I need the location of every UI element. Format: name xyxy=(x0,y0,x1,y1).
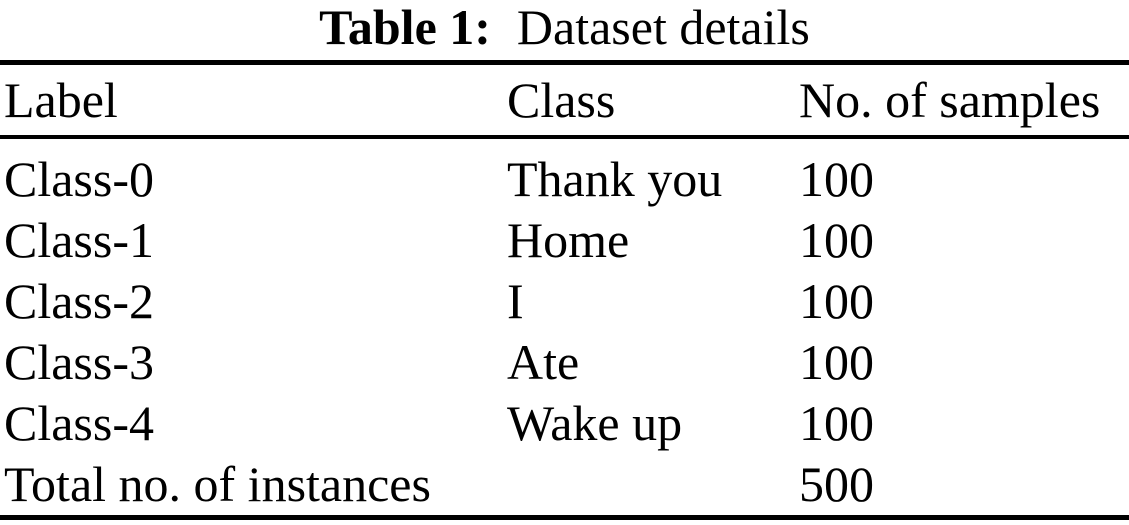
cell-samples: 100 xyxy=(799,273,874,329)
cell-class: Wake up xyxy=(507,395,683,451)
cell-class: Thank you xyxy=(507,151,723,207)
cell-label: Class-4 xyxy=(4,395,154,451)
table-row: Class-3 Ate 100 xyxy=(0,332,1129,393)
column-header-samples: No. of samples xyxy=(795,62,1129,139)
table-row: Class-1 Home 100 xyxy=(0,210,1129,271)
cell-samples: 100 xyxy=(799,212,874,268)
table-caption: Table 1: Dataset details xyxy=(0,0,1129,54)
table-row: Class-0 Thank you 100 xyxy=(0,137,1129,210)
cell-total-class xyxy=(503,454,795,518)
table-header: Label Class No. of samples xyxy=(0,62,1129,139)
column-header-class: Class xyxy=(503,62,795,139)
table-body: Class-0 Thank you 100 Class-1 Home 100 C… xyxy=(0,137,1129,518)
cell-label: Class-3 xyxy=(4,334,154,390)
cell-class: Ate xyxy=(507,334,580,390)
cell-label: Class-2 xyxy=(4,273,154,329)
table-caption-title: Dataset details xyxy=(516,0,810,55)
cell-class: Home xyxy=(507,212,630,268)
cell-total-label: Total no. of instances xyxy=(4,456,431,512)
cell-samples: 100 xyxy=(799,151,874,207)
table-header-row: Label Class No. of samples xyxy=(0,62,1129,139)
cell-total-samples: 500 xyxy=(799,456,874,512)
cell-class: I xyxy=(507,273,524,329)
table-caption-number: Table 1: xyxy=(319,0,491,55)
cell-label: Class-1 xyxy=(4,212,154,268)
cell-samples: 100 xyxy=(799,334,874,390)
cell-label: Class-0 xyxy=(4,151,154,207)
cell-samples: 100 xyxy=(799,395,874,451)
dataset-table: Label Class No. of samples Class-0 Thank… xyxy=(0,60,1129,520)
table-row: Class-2 I 100 xyxy=(0,271,1129,332)
table-row-total: Total no. of instances 500 xyxy=(0,454,1129,518)
column-header-label: Label xyxy=(0,62,503,139)
table-row: Class-4 Wake up 100 xyxy=(0,393,1129,454)
